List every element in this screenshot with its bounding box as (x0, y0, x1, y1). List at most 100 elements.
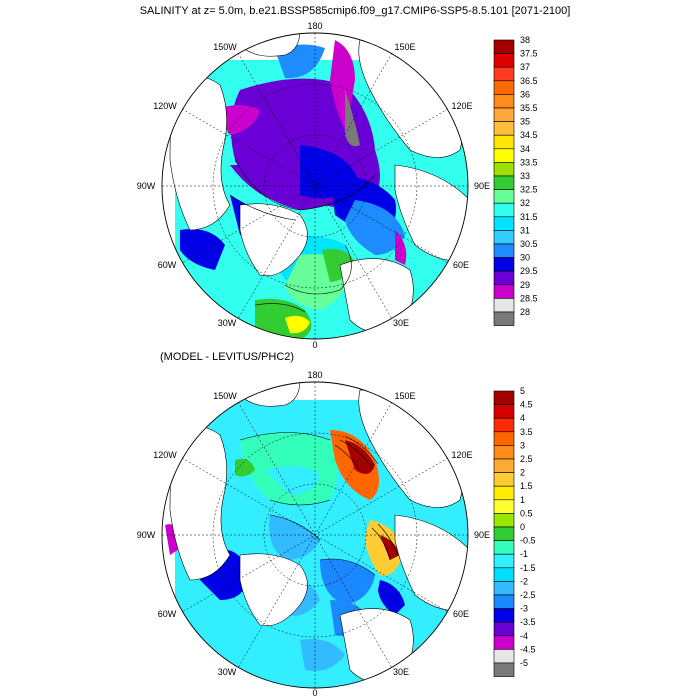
difference-colorbar-swatch (493, 594, 515, 609)
difference-colorbar-label: -2.5 (520, 590, 536, 600)
salinity-colorbar-swatch (493, 39, 515, 54)
salinity-colorbar-swatch (493, 270, 515, 286)
lon-label-top-30w: 30W (218, 318, 237, 328)
difference-colorbar-swatch (493, 581, 515, 596)
salinity-colorbar-swatch (493, 80, 515, 95)
difference-colorbar-label: -2 (520, 576, 528, 586)
difference-colorbar-label: -3 (520, 604, 528, 614)
salinity-colorbar-swatch (493, 216, 515, 231)
salinity-colorbar-label: 36.5 (520, 76, 538, 86)
salinity-colorbar-label: 35 (520, 117, 530, 127)
lon-label-bot-90w: 90W (137, 530, 156, 540)
difference-colorbar-label: 1.5 (520, 481, 533, 491)
difference-colorbar-label: 3 (520, 440, 525, 450)
salinity-colorbar-label: 34.5 (520, 130, 538, 140)
salinity-colorbar-swatch (493, 66, 515, 82)
salinity-colorbar-label: 32.5 (520, 185, 538, 195)
salinity-colorbar-label: 29 (520, 280, 530, 290)
difference-colorbar-swatch (493, 485, 515, 501)
salinity-colorbar-label: 36 (520, 89, 530, 99)
salinity-colorbar-swatch (493, 243, 515, 258)
lon-label-bot-120w: 120W (153, 450, 177, 460)
plot-title: SALINITY at z= 5.0m, b.e21.BSSP585cmip6.… (140, 5, 571, 17)
difference-colorbar-swatch (493, 472, 515, 487)
salinity-colorbar-label: 33 (520, 171, 530, 181)
salinity-colorbar-swatch (493, 230, 515, 245)
difference-colorbar-label: 4 (520, 413, 525, 423)
salinity-colorbar-swatch (493, 202, 515, 218)
difference-colorbar-label: -0.5 (520, 536, 536, 546)
salinity-colorbar-label: 28.5 (520, 293, 538, 303)
lon-label-bot-30w: 30W (218, 667, 237, 677)
salinity-colorbar-swatch (493, 121, 515, 136)
salinity-colorbar-swatch (493, 298, 515, 313)
salinity-colorbar-swatch (493, 257, 515, 272)
salinity-colorbar-label: 34 (520, 144, 530, 154)
salinity-colorbar-label: 31.5 (520, 212, 538, 222)
lon-label-bot-150w: 150W (213, 391, 237, 401)
lon-label-top-90e: 90E (474, 181, 490, 191)
difference-colorbar-label: 3.5 (520, 427, 533, 437)
difference-colorbar-label: 1 (520, 495, 525, 505)
difference-colorbar-swatch (493, 445, 515, 460)
lon-label-bot-60w: 60W (158, 609, 177, 619)
salinity-difference-map (161, 381, 469, 689)
lon-label-bot-120e: 120E (451, 450, 472, 460)
salinity-colorbar-label: 37.5 (520, 49, 538, 59)
difference-colorbar-label: -3.5 (520, 617, 536, 627)
lon-label-bot-150e: 150E (394, 391, 415, 401)
lon-label-top-150w: 150W (213, 42, 237, 52)
salinity-colorbar-label: 31 (520, 225, 530, 235)
salinity-colorbar-swatch (493, 148, 515, 163)
lon-label-top-60w: 60W (158, 260, 177, 270)
salinity-colorbar-label: 29.5 (520, 266, 538, 276)
difference-colorbar-label: 2 (520, 468, 525, 478)
difference-colorbar-label: 0.5 (520, 508, 533, 518)
salinity-colorbar-swatch (493, 107, 515, 122)
lon-label-top-0: 0 (312, 340, 317, 350)
difference-subtitle: (MODEL - LEVITUS/PHC2) (160, 351, 294, 363)
difference-colorbar-swatch (493, 390, 515, 405)
salinity-colorbar-label: 35.5 (520, 103, 538, 113)
difference-colorbar-swatch (493, 553, 515, 569)
difference-colorbar: 5 4.5 4 3.5 3 2.5 2 1.5 1 0.5 0 -0.5 -1 -1.5 -2 -2.5 -3 -… (493, 386, 536, 677)
salinity-colorbar-label: 32 (520, 198, 530, 208)
difference-colorbar-swatch (493, 635, 515, 650)
lon-label-top-180: 180 (307, 21, 322, 31)
salinity-colorbar-swatch (493, 94, 515, 109)
salinity-colorbar-label: 30.5 (520, 239, 538, 249)
difference-colorbar-label: 5 (520, 386, 525, 396)
salinity-colorbar-swatch (493, 53, 515, 68)
salinity-colorbar-label: 38 (520, 35, 530, 45)
difference-colorbar-swatch (493, 499, 515, 514)
lon-label-top-120w: 120W (153, 101, 177, 111)
difference-colorbar-label: 4.5 (520, 400, 533, 410)
difference-colorbar-swatch (493, 417, 515, 433)
lon-label-top-60e: 60E (453, 260, 469, 270)
lon-label-bot-60e: 60E (453, 609, 469, 619)
difference-colorbar-swatch (493, 404, 515, 419)
difference-colorbar-label: 2.5 (520, 454, 533, 464)
lon-label-top-30e: 30E (393, 318, 409, 328)
lon-label-top-150e: 150E (394, 42, 415, 52)
difference-colorbar-swatch (493, 526, 515, 541)
lon-label-bot-90e: 90E (474, 530, 490, 540)
difference-colorbar-swatch (493, 662, 515, 677)
difference-colorbar-swatch (493, 513, 515, 528)
difference-colorbar-swatch (493, 540, 515, 555)
difference-colorbar-swatch (493, 458, 515, 473)
salinity-colorbar-swatch (493, 162, 515, 177)
salinity-colorbar-swatch (493, 284, 515, 299)
salinity-colorbar-swatch (493, 311, 515, 326)
salinity-colorbar-label: 30 (520, 253, 530, 263)
difference-colorbar-swatch (493, 431, 515, 446)
difference-colorbar-label: 0 (520, 522, 525, 532)
difference-colorbar-label: -1.5 (520, 563, 536, 573)
lon-label-top-90w: 90W (137, 181, 156, 191)
difference-colorbar-swatch (493, 649, 515, 664)
salinity-colorbar-swatch (493, 189, 515, 204)
salinity-colorbar-label: 28 (520, 307, 530, 317)
difference-colorbar-swatch (493, 608, 515, 623)
difference-colorbar-label: -4.5 (520, 644, 536, 654)
difference-colorbar-label: -5 (520, 658, 528, 668)
